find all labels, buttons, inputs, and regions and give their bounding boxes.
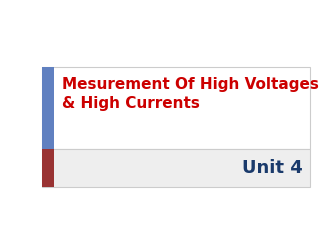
Bar <box>42 149 54 187</box>
Bar <box>42 67 310 149</box>
Bar <box>42 67 54 149</box>
Text: Mesurement Of High Voltages
& High Currents: Mesurement Of High Voltages & High Curre… <box>62 77 319 111</box>
Text: Unit 4: Unit 4 <box>242 159 302 177</box>
Bar <box>42 149 310 187</box>
